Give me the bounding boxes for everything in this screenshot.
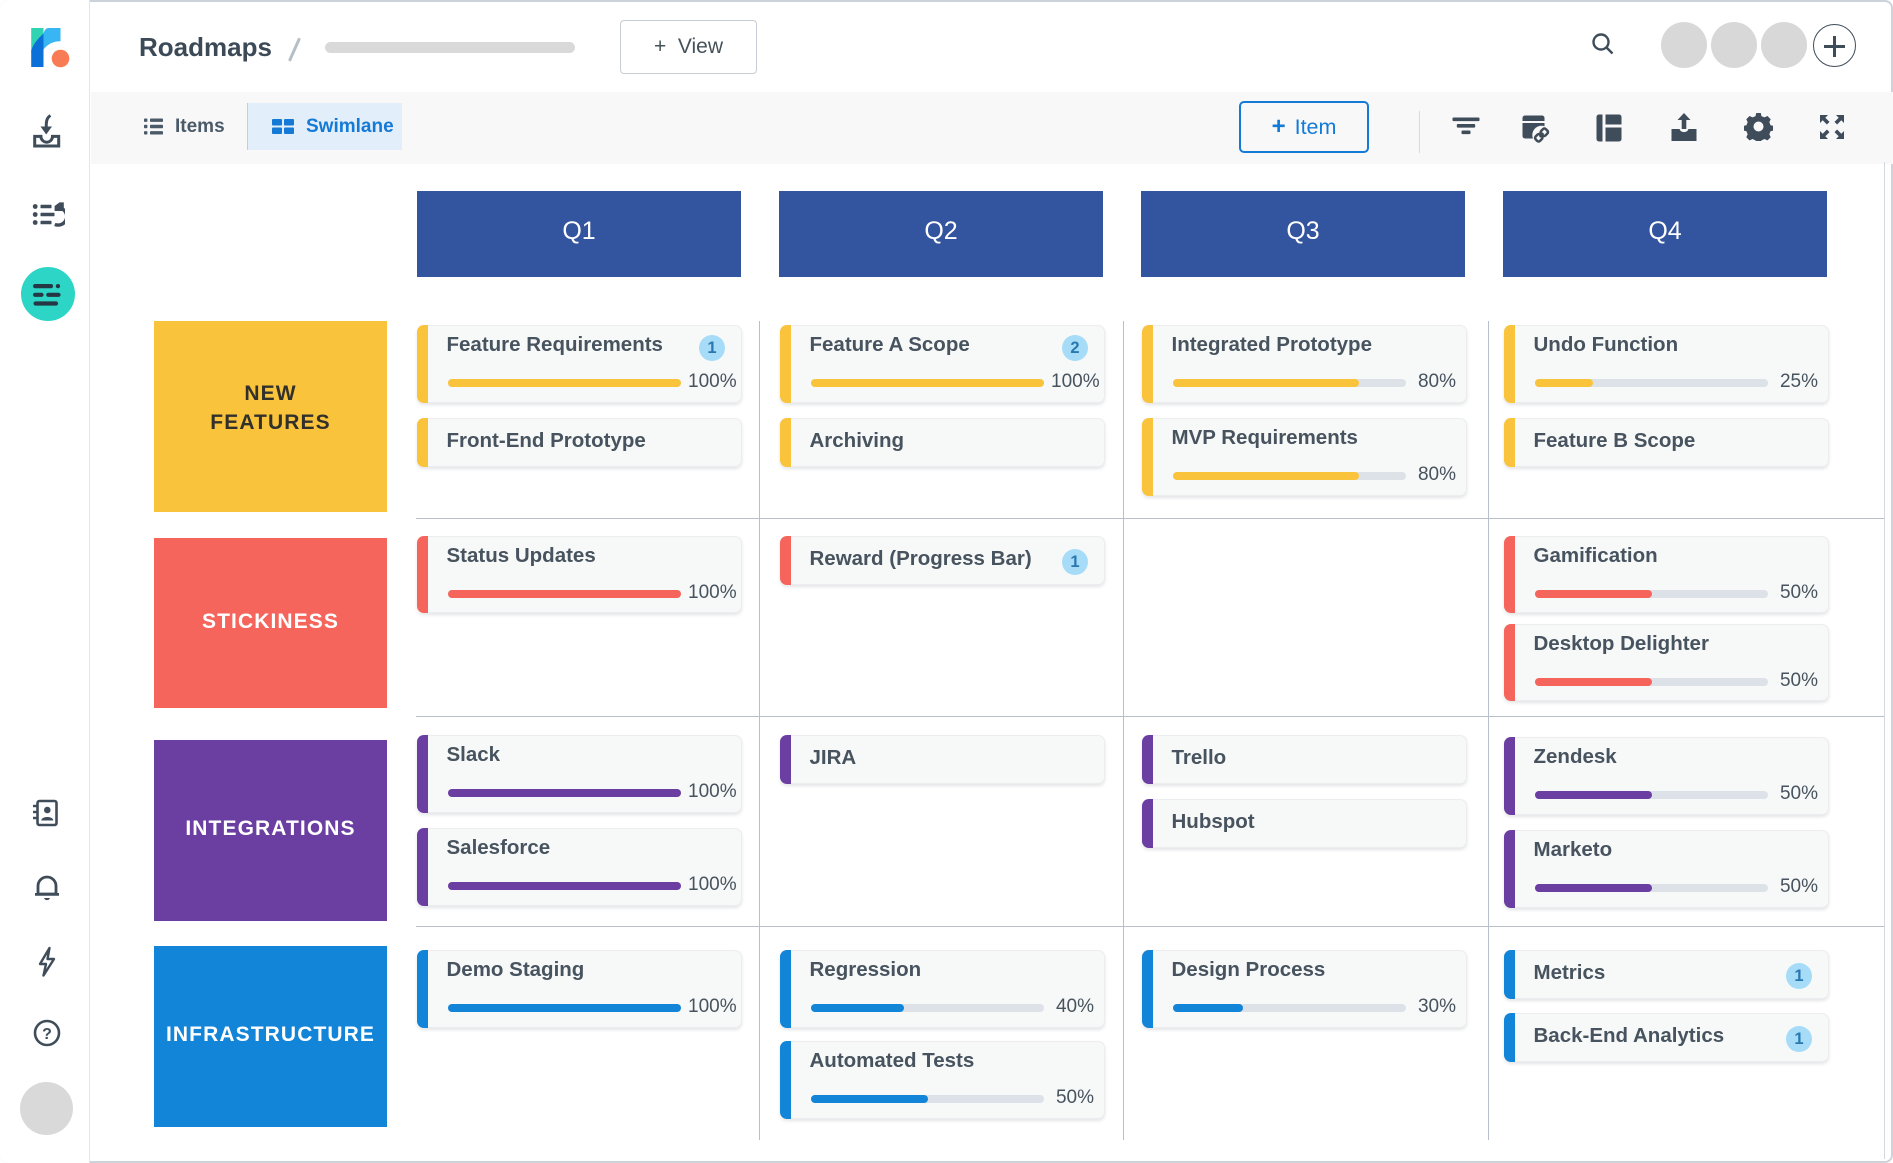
svg-text:?: ?: [42, 1026, 52, 1043]
